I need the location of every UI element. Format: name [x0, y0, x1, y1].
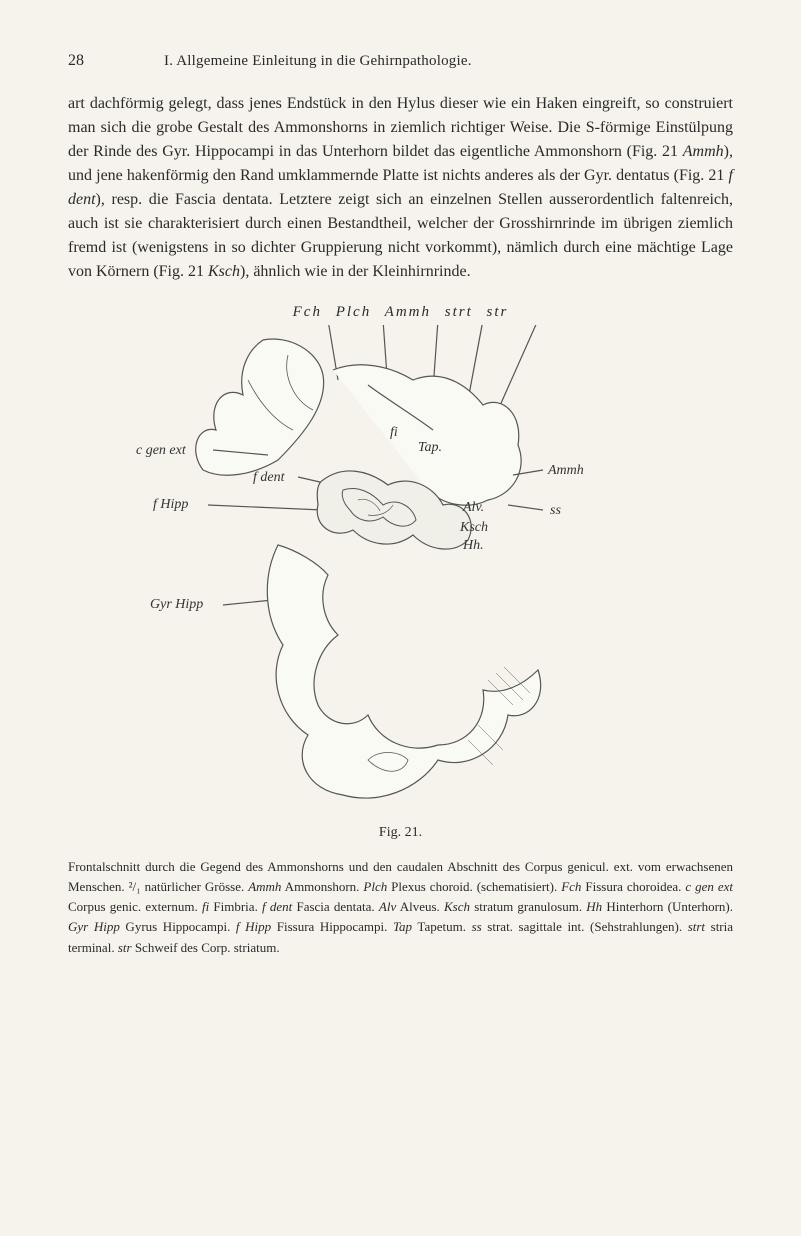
cap-t13: Tapetum.	[412, 919, 472, 934]
label-fi: fi	[390, 425, 398, 441]
cap-t9: stratum granulosum.	[470, 899, 586, 914]
cap-t16: Schweif des Corp. striatum.	[132, 940, 280, 955]
label-gyr-hipp: Gyr Hipp	[150, 597, 203, 613]
cap-t6: Fimbria.	[209, 899, 262, 914]
anatomical-figure	[68, 325, 733, 815]
body-paragraph: art dachförmig gelegt, dass jenes Endstü…	[68, 92, 733, 284]
cap-tap: Tap	[393, 919, 412, 934]
page-number: 28	[68, 52, 84, 70]
label-ss: ss	[550, 503, 561, 519]
cap-t14: strat. sagittale int. (Seh­strahlungen).	[482, 919, 688, 934]
page-header: 28 I. Allgemeine Einleitung in die Gehir…	[68, 52, 733, 70]
cap-hh: Hh	[586, 899, 602, 914]
cap-fch: Fch	[561, 879, 581, 894]
cap-alv: Alv	[379, 899, 396, 914]
cap-t2: Ammonshorn.	[281, 879, 363, 894]
cap-t8: Alveus.	[396, 899, 444, 914]
cap-plch: Plch	[363, 879, 387, 894]
cap-t3: Plexus choroid. (schematisiert).	[387, 879, 561, 894]
cap-t4: Fissura choroidea.	[581, 879, 685, 894]
body-ksch: Ksch	[208, 263, 240, 280]
figure-caption-number: Fig. 21.	[68, 825, 733, 841]
cap-str: str	[118, 940, 132, 955]
label-hh: Hh.	[463, 538, 484, 554]
cap-fhipp: f Hipp	[236, 919, 271, 934]
figure-caption: Frontalschnitt durch die Gegend des Ammo…	[68, 857, 733, 958]
body-ammh: Ammh	[683, 143, 724, 160]
cap-ss: ss	[472, 919, 482, 934]
cap-ksch: Ksch	[444, 899, 470, 914]
cap-fdent: f dent	[262, 899, 292, 914]
label-alv: Alv.	[463, 500, 484, 516]
cap-t11: Gyrus Hippo­campi.	[120, 919, 236, 934]
body-text-a: art dachförmig gelegt, dass jenes Endstü…	[68, 95, 733, 160]
label-ammh: Ammh	[548, 463, 584, 479]
cap-cgen: c gen ext	[685, 879, 733, 894]
label-f-hipp: f Hipp	[153, 497, 188, 513]
cap-strt: strt	[688, 919, 705, 934]
cap-gyr: Gyr Hipp	[68, 919, 120, 934]
cap-t12: Fissura Hippocampi.	[271, 919, 393, 934]
cap-t10: Hinterhorn (Unterhorn).	[602, 899, 733, 914]
chapter-title: I. Allgemeine Einleitung in die Gehirnpa…	[164, 53, 472, 70]
label-tap: Tap.	[418, 440, 442, 456]
cap-t5: Corpus genic. externum.	[68, 899, 202, 914]
label-ksch: Ksch	[460, 520, 488, 536]
figure-container: c gen ext f dent f Hipp Gyr Hipp fi Tap.…	[68, 325, 733, 815]
label-f-dent: f dent	[253, 470, 285, 486]
cap-ammh: Ammh	[248, 879, 281, 894]
label-c-gen-ext: c gen ext	[136, 443, 186, 459]
figure-heading: Fch Plch Ammh strt str	[68, 304, 733, 321]
body-text-d: ), ähnlich wie in der Kleinhirnrinde.	[240, 263, 471, 280]
cap-t7: Fascia dentata.	[292, 899, 379, 914]
